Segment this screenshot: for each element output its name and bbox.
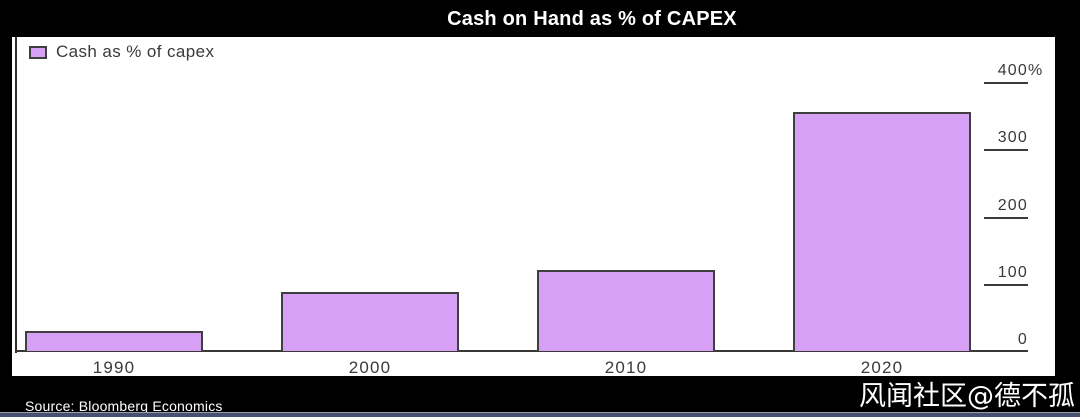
legend-swatch-icon xyxy=(29,45,47,59)
y-tick-label-400: 400% xyxy=(997,62,1042,80)
y-tick-value: 0 xyxy=(1017,331,1028,348)
chart-title: Cash on Hand as % of CAPEX xyxy=(447,8,737,30)
bar-2010 xyxy=(537,270,715,351)
legend: Cash as % of capex xyxy=(29,42,215,61)
bar-2000 xyxy=(281,292,459,351)
x-tick-label-2000: 2000 xyxy=(348,358,392,377)
y-tick-value: 200 xyxy=(997,196,1028,214)
y-tick-line-300 xyxy=(984,149,1028,152)
x-tick-label-1990: 1990 xyxy=(92,358,136,377)
x-tick-label-2020: 2020 xyxy=(860,358,904,377)
window-edge-strip xyxy=(0,412,1080,417)
y-tick-line-100 xyxy=(984,283,1028,286)
y-tick-line-400 xyxy=(984,82,1028,84)
x-axis-line xyxy=(15,350,1028,352)
legend-label: Cash as % of capex xyxy=(56,42,215,61)
y-axis-spine xyxy=(15,37,17,353)
chart-panel: Cash as % of capex 1990 2000 2010 2020 0 100 2… xyxy=(12,37,1055,377)
y-tick-label-0: 0 xyxy=(1018,331,1028,349)
bar-2020 xyxy=(793,112,971,351)
x-tick-label-2010: 2010 xyxy=(604,358,648,377)
y-tick-label-200: 200 xyxy=(998,197,1028,215)
y-tick-line-200 xyxy=(984,216,1028,219)
y-tick-suffix: % xyxy=(1028,62,1044,79)
y-tick-value: 400 xyxy=(997,62,1028,79)
bar-1990 xyxy=(25,331,203,351)
plot-area: 1990 2000 2010 2020 0 100 200 300 400% xyxy=(12,37,1055,377)
y-tick-value: 300 xyxy=(997,129,1028,147)
y-tick-label-100: 100 xyxy=(998,264,1028,282)
watermark: 风闻社区@德不孤 xyxy=(859,381,1075,412)
y-tick-value: 100 xyxy=(997,263,1028,281)
source-credit: Source: Bloomberg Economics xyxy=(25,398,223,414)
y-tick-label-300: 300 xyxy=(998,129,1028,147)
